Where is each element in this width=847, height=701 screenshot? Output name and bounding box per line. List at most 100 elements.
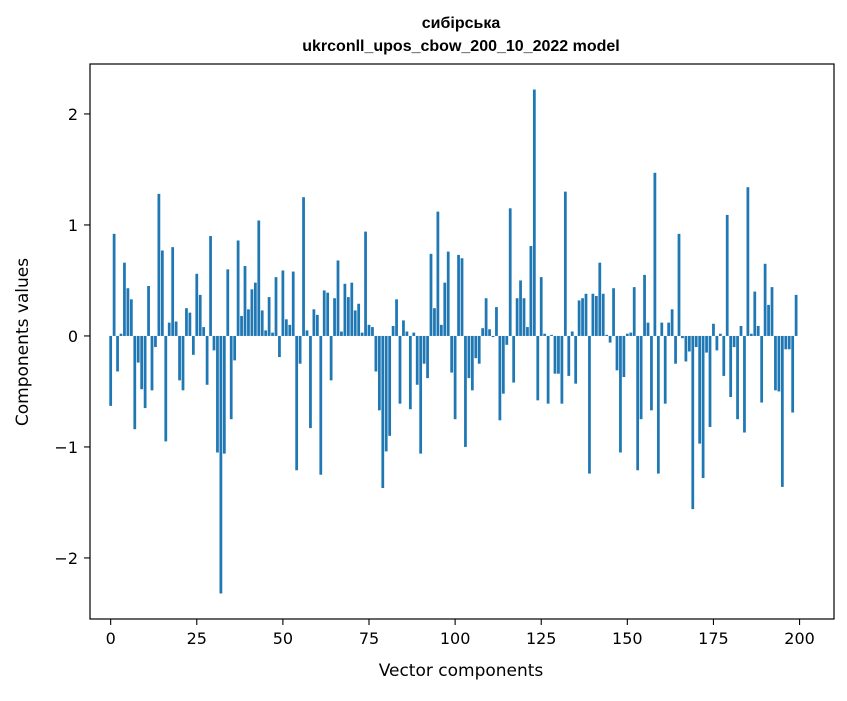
bar	[271, 332, 274, 336]
bar	[515, 298, 519, 336]
bar	[501, 335, 505, 394]
bar	[546, 335, 550, 404]
bar	[315, 314, 319, 336]
bar	[591, 293, 595, 336]
bar	[777, 335, 781, 392]
bar	[353, 310, 357, 336]
bar	[364, 231, 367, 336]
bar	[343, 283, 347, 336]
bar	[267, 297, 271, 336]
bar	[712, 323, 715, 336]
y-tick-label: 1	[68, 216, 78, 235]
bar	[305, 330, 309, 336]
bar	[743, 335, 746, 433]
bar	[677, 233, 681, 336]
bar	[526, 327, 529, 336]
bar	[216, 335, 219, 453]
x-tick-label: 150	[612, 629, 643, 648]
bar	[395, 299, 398, 336]
bar	[488, 329, 491, 336]
bar	[219, 335, 223, 594]
bar	[181, 335, 185, 391]
bar	[319, 335, 323, 475]
bar	[736, 335, 739, 420]
bar	[178, 335, 181, 381]
bar	[147, 286, 150, 336]
bar	[567, 335, 571, 376]
bar	[391, 325, 395, 336]
bar	[436, 211, 440, 336]
bar	[295, 335, 299, 471]
bar	[412, 332, 416, 336]
bar	[594, 295, 598, 336]
bar	[474, 335, 478, 359]
bar	[687, 335, 691, 352]
bar	[570, 331, 574, 336]
bar	[157, 193, 161, 336]
bar	[746, 187, 750, 336]
bar	[264, 330, 268, 336]
bar	[160, 250, 164, 336]
bar	[433, 308, 436, 336]
bar	[450, 335, 454, 373]
bar	[191, 335, 195, 355]
bar	[639, 335, 643, 420]
bar	[198, 294, 202, 336]
x-tick-label: 200	[784, 629, 815, 648]
bar	[336, 260, 340, 336]
bar	[446, 251, 450, 336]
y-tick-label: 0	[68, 327, 78, 346]
bar	[522, 298, 526, 336]
bar	[794, 294, 798, 336]
bar	[722, 335, 726, 376]
bar	[112, 233, 116, 336]
bar	[195, 273, 199, 336]
bar	[529, 246, 533, 336]
bar	[116, 335, 119, 372]
bar	[278, 335, 281, 358]
bar	[581, 298, 584, 336]
bar	[333, 298, 336, 336]
bar	[398, 335, 402, 404]
bar	[164, 335, 168, 442]
bar	[439, 324, 443, 336]
bar	[167, 322, 171, 336]
bar	[426, 335, 429, 379]
bar	[346, 297, 350, 336]
bar	[749, 333, 753, 336]
bar	[371, 327, 374, 336]
bar	[188, 312, 192, 336]
bar	[233, 335, 237, 361]
bar	[236, 240, 240, 336]
bar	[656, 335, 660, 474]
bar	[663, 335, 667, 404]
bar	[250, 289, 254, 336]
bar	[109, 335, 113, 406]
bar	[505, 335, 509, 345]
bar	[453, 335, 457, 420]
bar	[374, 335, 378, 372]
bar	[770, 287, 774, 336]
bars-layer	[109, 89, 798, 594]
bar	[684, 335, 688, 362]
bar	[457, 254, 460, 336]
bar	[209, 236, 212, 336]
x-tick-label: 100	[440, 629, 471, 648]
bar	[257, 220, 261, 336]
bar	[281, 270, 285, 336]
bar	[725, 214, 729, 336]
bar	[508, 208, 512, 336]
bar	[481, 328, 485, 336]
bar	[519, 280, 522, 336]
bar	[171, 247, 175, 336]
bar	[643, 274, 646, 336]
bar	[739, 325, 743, 336]
bar	[708, 335, 712, 427]
bar	[484, 298, 488, 336]
x-tick-label: 125	[526, 629, 557, 648]
bar	[377, 335, 381, 411]
bar	[563, 191, 567, 336]
bar	[498, 335, 502, 421]
bar	[629, 332, 633, 336]
bar	[357, 303, 361, 336]
